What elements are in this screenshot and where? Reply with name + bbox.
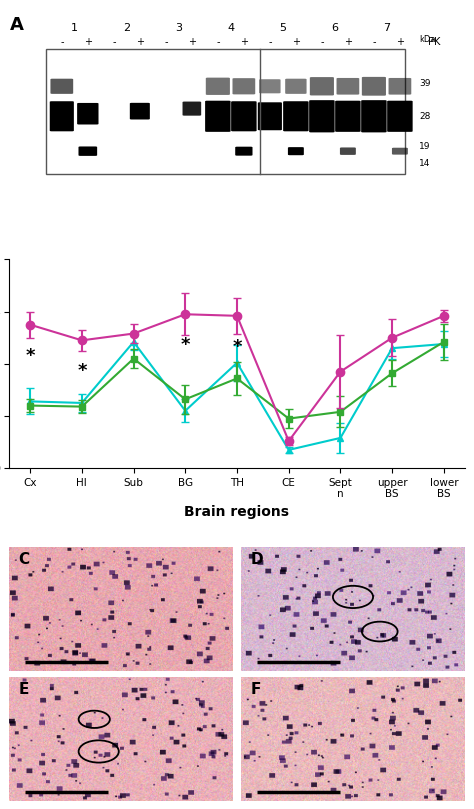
- Text: -: -: [268, 37, 272, 48]
- FancyBboxPatch shape: [335, 100, 361, 132]
- Text: PK: PK: [428, 37, 440, 48]
- FancyBboxPatch shape: [182, 102, 201, 116]
- Text: *: *: [232, 337, 242, 356]
- Text: *: *: [26, 346, 35, 365]
- FancyBboxPatch shape: [235, 146, 253, 155]
- Text: 28: 28: [419, 112, 430, 121]
- Text: +: +: [84, 37, 92, 48]
- Text: -: -: [216, 37, 219, 48]
- FancyBboxPatch shape: [387, 100, 413, 132]
- FancyBboxPatch shape: [205, 100, 230, 132]
- FancyBboxPatch shape: [258, 102, 282, 130]
- FancyBboxPatch shape: [285, 78, 307, 94]
- Text: +: +: [188, 37, 196, 48]
- FancyBboxPatch shape: [310, 77, 334, 95]
- FancyBboxPatch shape: [232, 78, 255, 95]
- Text: 2: 2: [123, 23, 130, 32]
- FancyBboxPatch shape: [206, 78, 230, 95]
- Bar: [46, 49, 405, 174]
- Text: kDa: kDa: [419, 35, 436, 44]
- FancyBboxPatch shape: [50, 101, 74, 131]
- Text: E: E: [18, 682, 29, 697]
- FancyBboxPatch shape: [392, 148, 408, 155]
- FancyBboxPatch shape: [283, 101, 309, 131]
- FancyBboxPatch shape: [77, 103, 99, 125]
- Text: *: *: [181, 337, 190, 354]
- FancyBboxPatch shape: [50, 78, 73, 94]
- Text: +: +: [240, 37, 248, 48]
- FancyBboxPatch shape: [288, 147, 304, 155]
- Text: C: C: [18, 553, 29, 567]
- Text: +: +: [344, 37, 352, 48]
- Text: *: *: [77, 362, 87, 380]
- Text: 3: 3: [175, 23, 182, 32]
- FancyBboxPatch shape: [362, 77, 386, 95]
- FancyBboxPatch shape: [259, 79, 281, 93]
- X-axis label: Brain regions: Brain regions: [184, 505, 290, 519]
- Text: 7: 7: [383, 23, 391, 32]
- Text: +: +: [396, 37, 404, 48]
- FancyBboxPatch shape: [389, 78, 411, 95]
- FancyBboxPatch shape: [79, 146, 97, 156]
- Text: 14: 14: [419, 159, 430, 168]
- Text: 19: 19: [419, 142, 430, 150]
- FancyBboxPatch shape: [337, 78, 359, 95]
- Text: 1: 1: [71, 23, 78, 32]
- Text: -: -: [60, 37, 64, 48]
- FancyBboxPatch shape: [361, 100, 387, 133]
- Text: -: -: [164, 37, 168, 48]
- Text: 6: 6: [331, 23, 338, 32]
- Text: 5: 5: [279, 23, 286, 32]
- Text: D: D: [250, 553, 263, 567]
- Text: +: +: [292, 37, 300, 48]
- Text: -: -: [320, 37, 324, 48]
- FancyBboxPatch shape: [130, 103, 150, 120]
- Text: A: A: [9, 16, 23, 34]
- Text: F: F: [250, 682, 261, 697]
- Text: -: -: [372, 37, 376, 48]
- Text: +: +: [136, 37, 144, 48]
- Text: 39: 39: [419, 79, 430, 88]
- FancyBboxPatch shape: [309, 100, 335, 133]
- FancyBboxPatch shape: [231, 101, 256, 131]
- Text: -: -: [112, 37, 116, 48]
- FancyBboxPatch shape: [340, 147, 356, 155]
- Text: 4: 4: [228, 23, 235, 32]
